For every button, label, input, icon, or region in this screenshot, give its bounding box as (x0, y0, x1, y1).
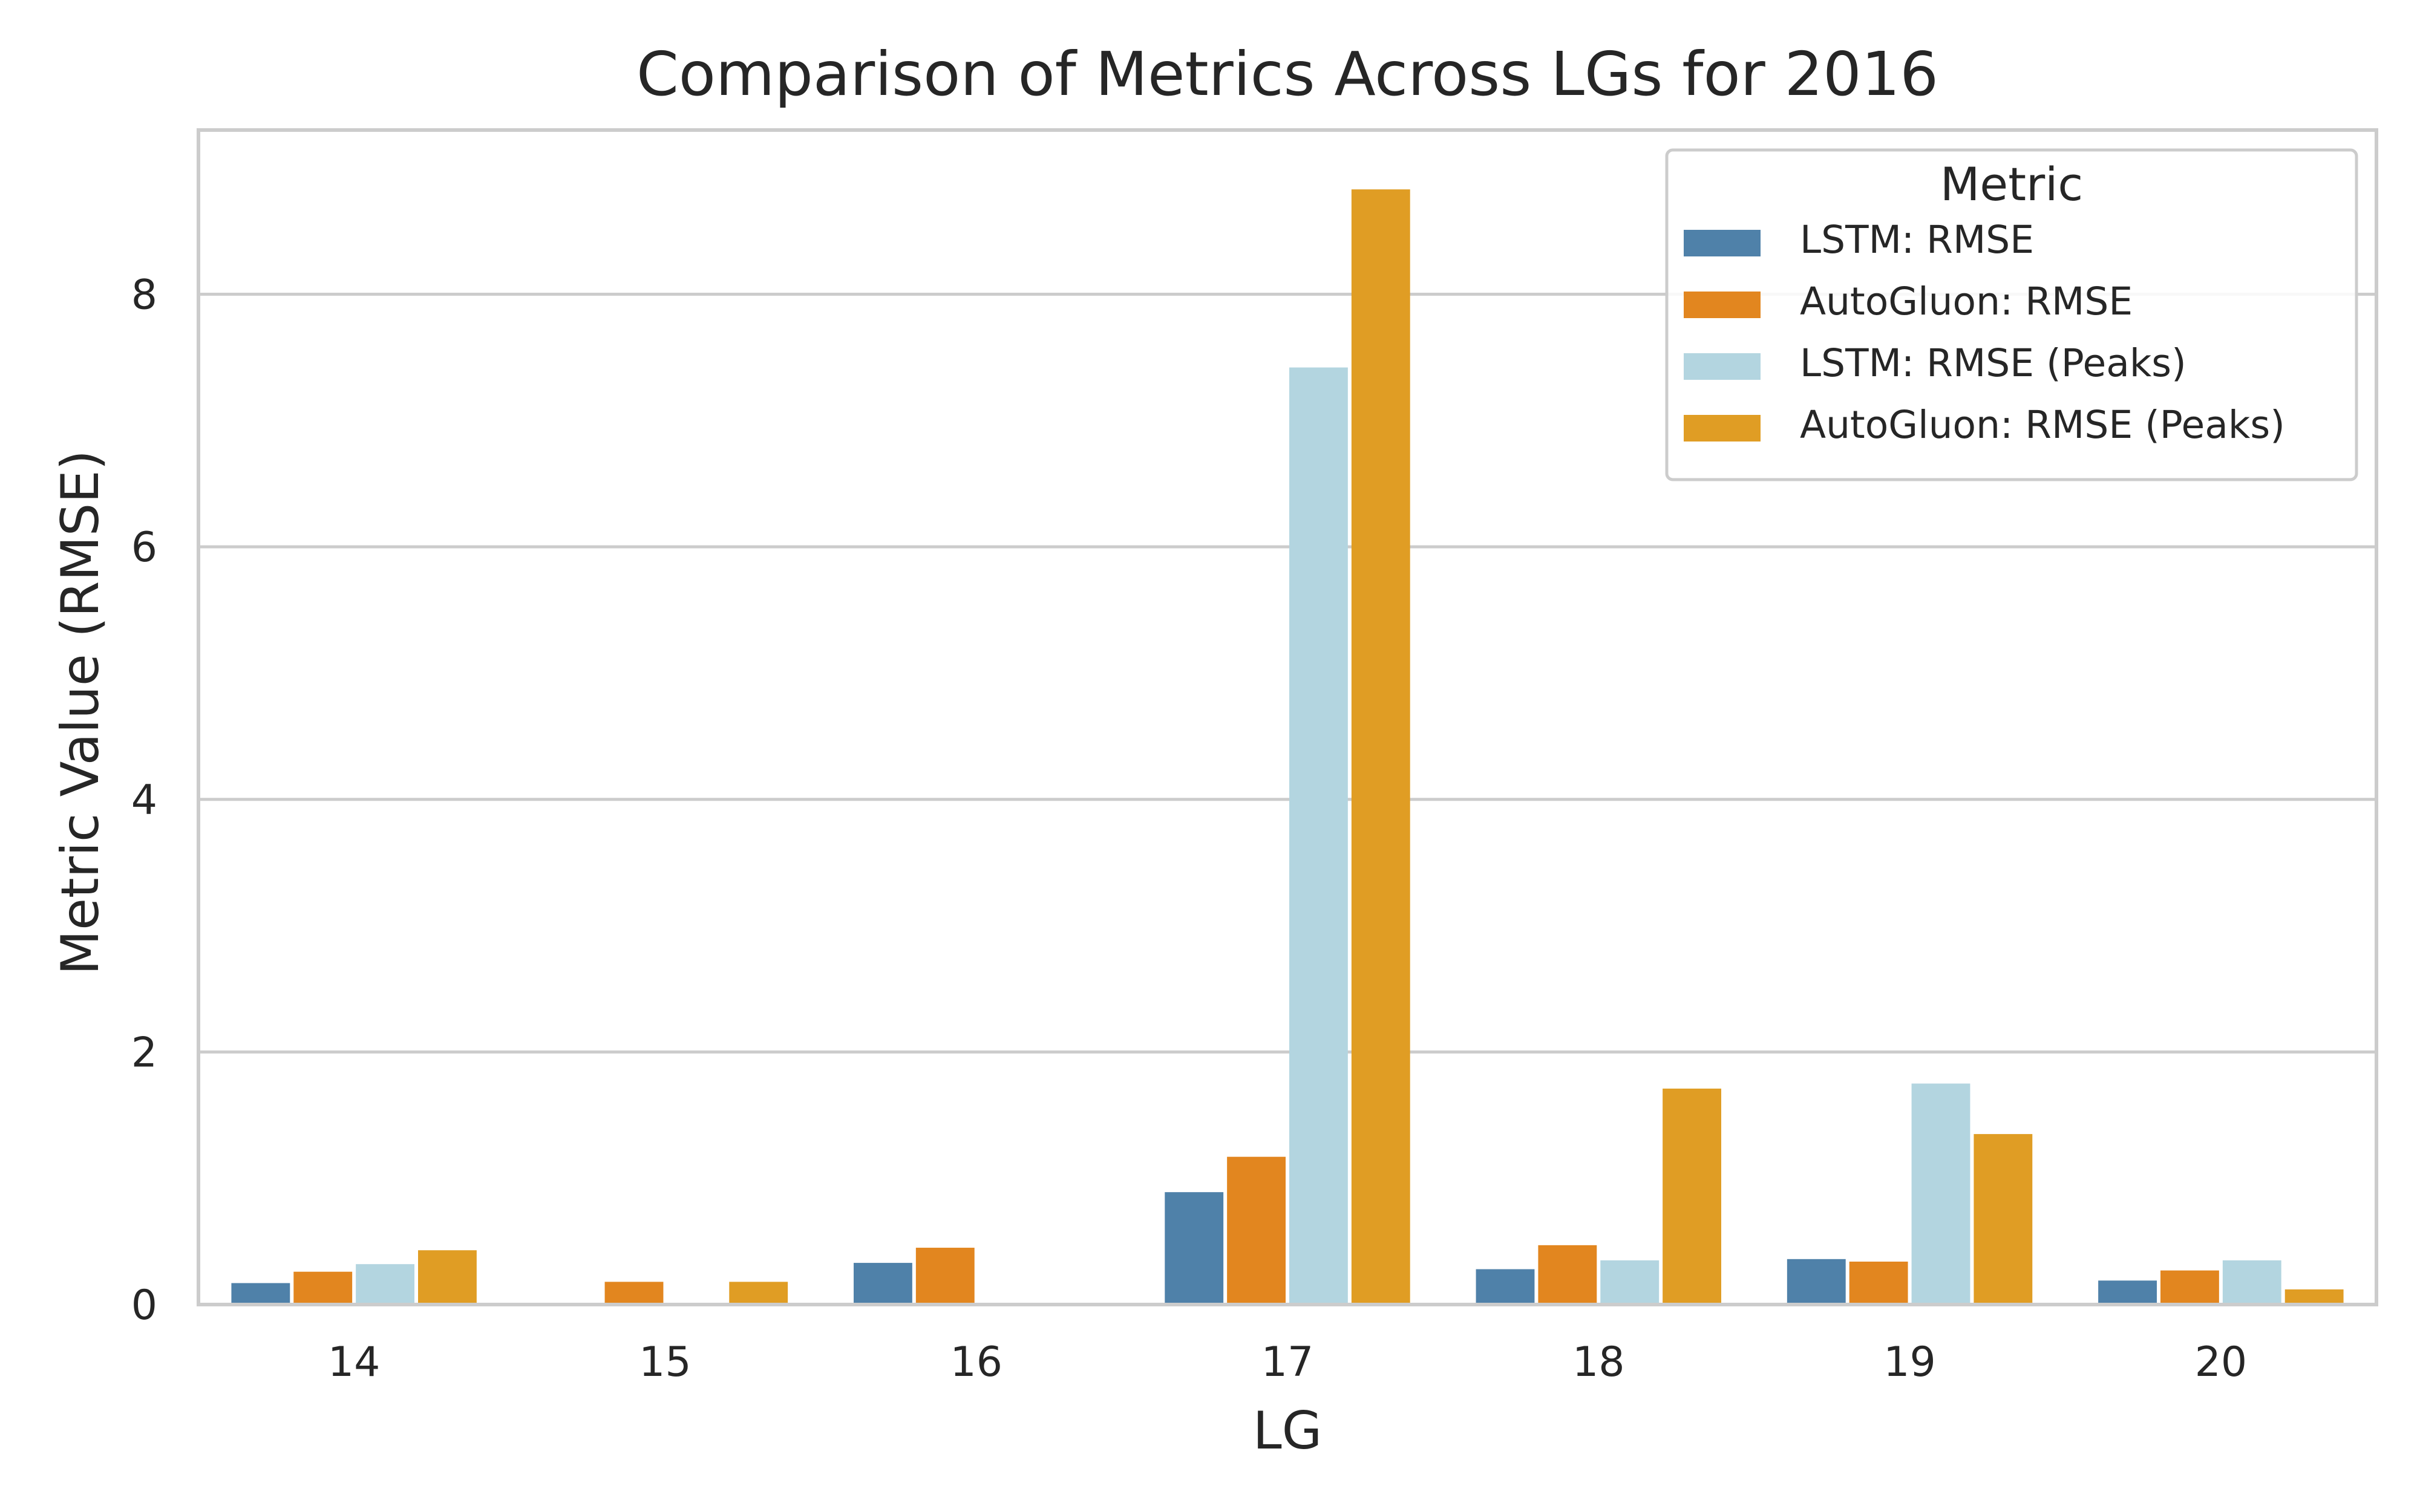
legend-label: AutoGluon: RMSE (Peaks) (1800, 403, 2285, 447)
bar-18-series-3 (1663, 1088, 1721, 1305)
bar-17-series-3 (1351, 189, 1410, 1305)
plot-frame (197, 128, 2378, 1306)
x-tick-label: 14 (328, 1338, 381, 1386)
bar-14-series-1 (293, 1271, 353, 1305)
y-tick-label: 0 (131, 1282, 157, 1329)
legend-items: LSTM: RMSE AutoGluon: RMSE LSTM: RMSE (Pea… (1684, 218, 2285, 447)
legend-label: LSTM: RMSE (1800, 218, 2034, 262)
bar-18-series-1 (1538, 1245, 1597, 1305)
x-tick-label: 20 (2195, 1338, 2248, 1386)
legend-swatch (1684, 230, 1761, 256)
y-tick-label: 6 (131, 524, 157, 572)
bars (231, 189, 2344, 1305)
bar-19-series-2 (1911, 1083, 1970, 1305)
bar-17-series-0 (1165, 1192, 1224, 1305)
y-axis-label: Metric Value (RMSE) (50, 450, 111, 975)
legend-swatch (1684, 292, 1761, 318)
y-tick-label: 4 (131, 777, 157, 824)
bar-15-series-3 (729, 1282, 788, 1305)
bar-20-series-1 (2160, 1270, 2219, 1305)
bar-15-series-1 (604, 1282, 664, 1305)
legend-swatch (1684, 353, 1761, 380)
x-tick-labels: 14 15 16 17 18 19 20 (328, 1338, 2247, 1386)
bar-14-series-3 (418, 1250, 477, 1305)
bar-16-series-0 (854, 1263, 912, 1305)
bar-16-series-1 (915, 1248, 975, 1305)
bar-18-series-0 (1476, 1269, 1535, 1305)
bar-18-series-2 (1600, 1260, 1660, 1305)
legend-label: AutoGluon: RMSE (1800, 279, 2133, 324)
legend-title: Metric (1940, 157, 2083, 211)
y-tick-label: 8 (131, 271, 157, 319)
bar-14-series-0 (231, 1283, 290, 1305)
x-tick-label: 15 (639, 1338, 692, 1386)
chart-title: Comparison of Metrics Across LGs for 201… (636, 39, 1938, 109)
legend-box (1665, 148, 2358, 481)
x-tick-label: 16 (950, 1338, 1002, 1386)
x-tick-label: 18 (1572, 1338, 1625, 1386)
legend-swatch (1684, 415, 1761, 442)
bar-19-series-0 (1787, 1259, 1846, 1305)
bar-20-series-3 (2284, 1289, 2344, 1305)
legend-label: LSTM: RMSE (Peaks) (1800, 341, 2186, 385)
bar-19-series-1 (1849, 1262, 1908, 1305)
x-tick-label: 19 (1883, 1338, 1936, 1386)
bar-17-series-1 (1227, 1156, 1286, 1305)
bar-20-series-0 (2098, 1280, 2157, 1305)
y-tick-labels: 0 2 4 6 8 (131, 271, 157, 1329)
bar-14-series-2 (356, 1264, 414, 1305)
bar-20-series-2 (2222, 1260, 2281, 1305)
bar-19-series-3 (1974, 1134, 2033, 1305)
y-tick-label: 2 (131, 1029, 157, 1077)
x-axis-label: LG (1253, 1401, 1323, 1461)
x-tick-label: 17 (1261, 1338, 1314, 1386)
bar-17-series-2 (1289, 367, 1348, 1305)
